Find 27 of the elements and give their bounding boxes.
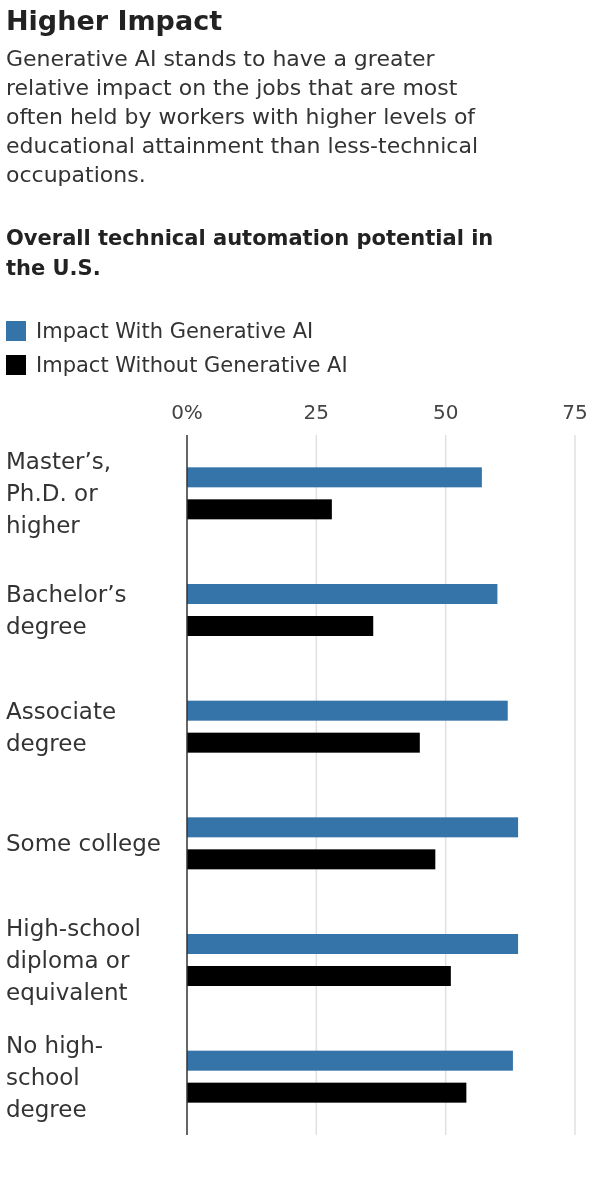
- bar: [187, 817, 519, 838]
- text: Overall technical automation potential in the U.S.: [6, 226, 494, 280]
- y-tick-label: Master’s, Ph.D. or higher: [6, 448, 112, 539]
- bar: [187, 732, 420, 753]
- bar: [187, 499, 332, 520]
- legend-label: Impact With Generative AI: [36, 319, 314, 343]
- bar: [187, 467, 482, 488]
- x-tick-label: 25: [303, 400, 330, 424]
- bar: [187, 966, 451, 986]
- x-tick-label: 0%: [171, 400, 203, 424]
- x-tick-label: 50: [432, 400, 459, 424]
- y-tick-label: Associate degree: [6, 697, 117, 756]
- y-tick-label: Some college: [6, 830, 161, 857]
- bar: [187, 849, 436, 870]
- bar: [187, 584, 498, 604]
- bar: [187, 1050, 513, 1071]
- bar: [187, 700, 508, 721]
- chart-subtitle: Generative AI stands to have a greater relative impact on the jobs that are most often held by workers with higher levels of educational attainment than less-technical occupations.: [6, 46, 478, 187]
- legend-label: Impact Without Generative AI: [36, 353, 348, 377]
- y-tick-label: High-school diploma or equivalent: [6, 915, 141, 1005]
- x-tick-label: 75: [562, 400, 588, 424]
- bar: [187, 1082, 467, 1103]
- bar: [187, 934, 519, 954]
- y-tick-label: No high-school degree: [6, 1031, 104, 1122]
- bar: [187, 616, 374, 636]
- chart-title: Higher Impact: [6, 5, 223, 36]
- y-tick-label: Bachelor’s degree: [6, 581, 127, 639]
